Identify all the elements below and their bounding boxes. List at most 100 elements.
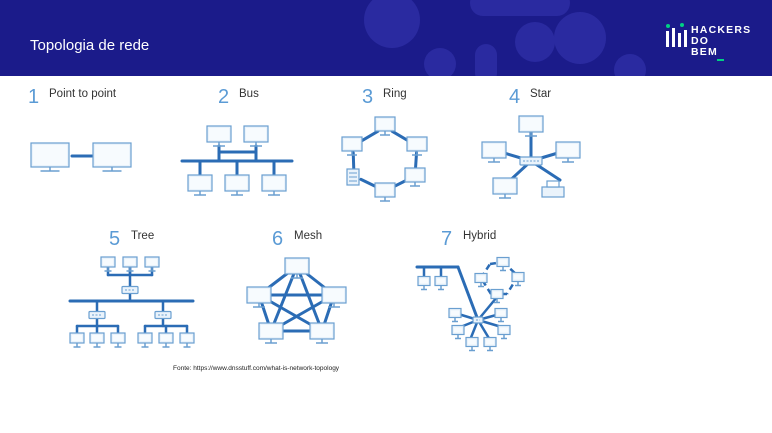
computer-monitor-icon <box>137 332 153 348</box>
computer-monitor-icon <box>100 256 116 272</box>
computer-monitor-icon <box>465 336 479 352</box>
computer-monitor-icon <box>246 286 272 308</box>
topology-number-6: 6 <box>272 228 284 250</box>
link-line <box>358 129 380 144</box>
link-line <box>456 318 480 330</box>
computer-monitor-icon <box>434 275 448 291</box>
star-diagram <box>481 115 581 199</box>
computer-monitor-icon <box>158 332 174 348</box>
topology-number-4: 4 <box>509 86 521 108</box>
computer-monitor-icon <box>321 286 347 308</box>
topology-number-1: 1 <box>28 86 40 108</box>
computer-monitor-icon <box>555 141 581 163</box>
computer-monitor-icon <box>474 272 488 288</box>
link-line <box>257 293 324 333</box>
computer-monitor-icon <box>481 141 507 163</box>
link-line <box>359 177 380 190</box>
computer-monitor-icon <box>309 322 335 344</box>
link-line <box>453 311 480 322</box>
header-banner: Topologia de rede HACKERS DO BEM <box>0 0 772 76</box>
topology-label-1: Point to point <box>49 88 117 100</box>
computer-monitor-icon <box>89 332 105 348</box>
computer-monitor-icon <box>511 271 525 287</box>
link-line <box>390 177 410 190</box>
ring-diagram <box>341 116 428 202</box>
link-line <box>529 148 570 163</box>
topology-label-3: Ring <box>383 88 407 100</box>
link-line <box>476 318 507 330</box>
computer-monitor-icon <box>494 307 508 323</box>
link-line <box>489 260 504 266</box>
topology-label-5: Tree <box>131 230 155 242</box>
computer-monitor-icon <box>448 307 462 323</box>
link-line <box>257 264 299 297</box>
link-line <box>351 151 356 171</box>
computer-monitor-icon <box>187 174 213 196</box>
decorative-shapes <box>364 0 646 76</box>
point-to-point-diagram <box>30 142 132 172</box>
computer-monitor-icon <box>92 142 132 172</box>
link-line <box>479 277 493 295</box>
server-icon <box>346 168 360 186</box>
tree-diagram <box>68 256 195 348</box>
computer-monitor-icon <box>284 257 310 279</box>
computer-monitor-icon <box>406 136 428 156</box>
link-line <box>269 293 336 333</box>
link-line <box>492 148 533 163</box>
link-line <box>476 312 502 322</box>
link-line <box>456 265 480 322</box>
mesh-diagram <box>246 257 347 344</box>
logo-bars-icon <box>666 23 687 47</box>
hackers-do-bem-logo: HACKERS DO BEM <box>660 20 760 68</box>
switch-hub-icon <box>121 285 139 295</box>
link-line <box>476 318 492 342</box>
topology-label-4: Star <box>530 88 552 100</box>
link-line <box>476 295 499 322</box>
computer-monitor-icon <box>144 256 160 272</box>
computer-monitor-icon <box>69 332 85 348</box>
link-line <box>468 318 480 342</box>
page-title: Topologia de rede <box>30 37 150 54</box>
computer-monitor-icon <box>483 336 497 352</box>
switch-hub-icon <box>88 310 106 320</box>
topology-label-2: Bus <box>239 88 259 100</box>
link-line <box>295 264 336 297</box>
topology-number-5: 5 <box>109 228 121 250</box>
logo-underline <box>717 59 724 61</box>
link-line <box>529 159 562 182</box>
bus-diagram <box>180 125 294 196</box>
computer-monitor-icon <box>224 174 250 196</box>
computer-monitor-icon <box>404 167 426 187</box>
computer-monitor-icon <box>490 288 504 304</box>
computer-monitor-icon <box>341 136 363 156</box>
link-line <box>390 129 412 144</box>
computer-monitor-icon <box>374 182 396 202</box>
source-caption: Fonte: https://www.dnsstuff.com/what-is-… <box>173 365 340 372</box>
topology-label-6: Mesh <box>294 230 323 242</box>
computer-monitor-icon <box>110 332 126 348</box>
topology-number-7: 7 <box>441 228 453 250</box>
hybrid-diagram <box>415 256 525 352</box>
computer-monitor-icon <box>30 142 70 172</box>
computer-monitor-icon <box>497 324 511 340</box>
computer-monitor-icon <box>261 174 287 196</box>
link-line <box>320 293 336 333</box>
link-line <box>502 261 519 277</box>
switch-hub-icon <box>519 156 543 166</box>
computer-monitor-icon <box>492 177 518 199</box>
topology-label-7: Hybrid <box>463 230 497 242</box>
link-line <box>257 293 273 333</box>
link-line <box>295 264 324 333</box>
switch-hub-icon <box>472 316 484 324</box>
logo-text: HACKERS DO BEM <box>691 24 752 58</box>
link-line <box>505 275 520 295</box>
computer-monitor-icon <box>179 332 195 348</box>
computer-monitor-icon <box>258 322 284 344</box>
link-line <box>479 263 492 279</box>
computer-monitor-icon <box>243 125 269 147</box>
link-line <box>503 159 533 187</box>
computer-monitor-icon <box>374 116 396 136</box>
topology-number-3: 3 <box>362 86 374 108</box>
computer-monitor-icon <box>451 324 465 340</box>
computer-monitor-icon <box>122 256 138 272</box>
